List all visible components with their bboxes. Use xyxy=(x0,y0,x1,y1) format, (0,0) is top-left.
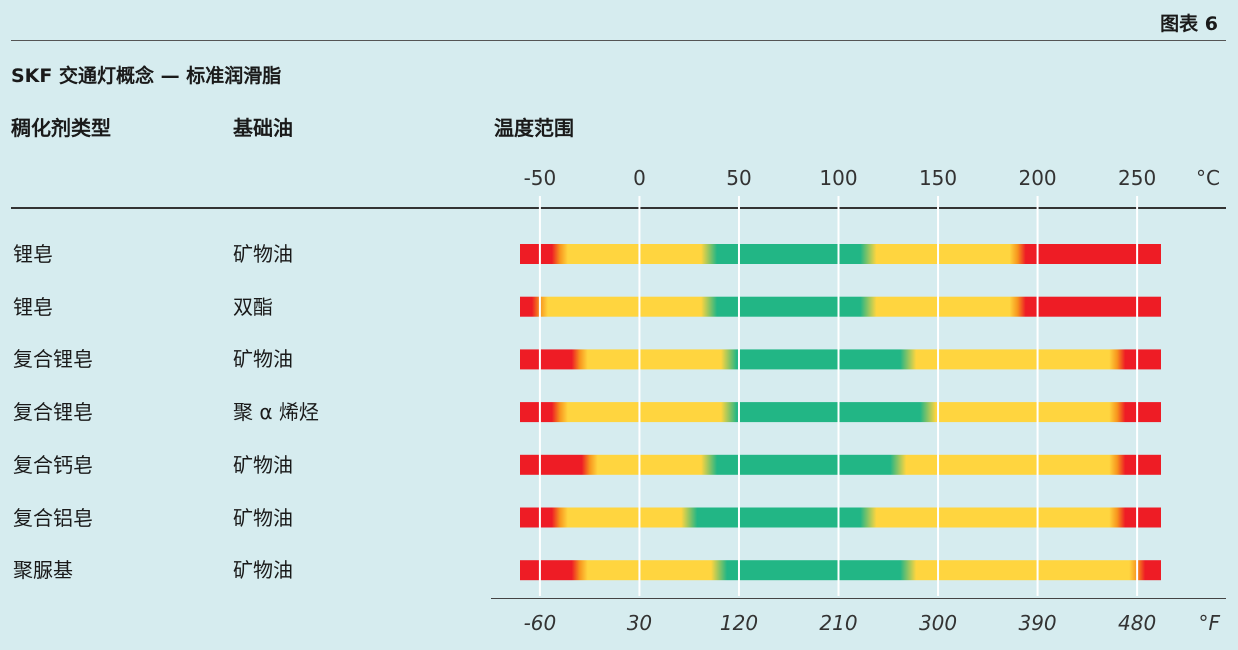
row-base-oil: 矿物油 xyxy=(233,452,293,477)
row-thickener: 锂皂 xyxy=(13,294,53,319)
figure-label: 图表 6 xyxy=(1160,13,1218,35)
fahrenheit-tick-label: 210 xyxy=(819,611,857,635)
row-thickener: 复合锂皂 xyxy=(13,347,93,372)
row-thickener: 锂皂 xyxy=(13,242,53,266)
row-base-oil: 聚 α 烯烃 xyxy=(233,400,319,425)
header-temperature: 温度范围 xyxy=(494,116,574,140)
row-thickener: 复合锂皂 xyxy=(13,400,93,425)
celsius-tick-label: 250 xyxy=(1118,166,1156,190)
fahrenheit-unit-label: °F xyxy=(1198,611,1220,635)
chart-title: SKF 交通灯概念 — 标准润滑脂 xyxy=(11,65,282,87)
fahrenheit-axis-rule xyxy=(491,598,1226,599)
fahrenheit-tick-label: 390 xyxy=(1018,611,1056,635)
row-base-oil: 矿物油 xyxy=(233,242,293,266)
row-thickener: 复合钙皂 xyxy=(13,452,93,477)
row-base-oil: 矿物油 xyxy=(233,347,293,372)
header-thickener: 稠化剂类型 xyxy=(11,116,111,140)
fahrenheit-tick-label: 300 xyxy=(919,611,957,635)
row-base-oil: 矿物油 xyxy=(233,505,293,530)
row-base-oil: 双酯 xyxy=(233,294,273,319)
celsius-tick-label: 200 xyxy=(1018,166,1056,190)
temperature-bar xyxy=(520,402,1161,423)
header-rule xyxy=(11,207,1226,209)
fahrenheit-tick-label: 120 xyxy=(720,611,758,635)
top-rule xyxy=(11,40,1226,41)
fahrenheit-tick-label: 480 xyxy=(1118,611,1156,635)
temperature-bar xyxy=(520,560,1161,581)
fahrenheit-tick-label: 30 xyxy=(627,611,652,635)
header-base-oil: 基础油 xyxy=(233,116,293,140)
temperature-bar xyxy=(520,349,1161,370)
row-thickener: 聚脲基 xyxy=(13,558,73,583)
celsius-tick-label: 150 xyxy=(919,166,957,190)
temperature-bar xyxy=(520,507,1161,528)
celsius-tick-label: 0 xyxy=(633,166,646,190)
celsius-tick-label: 50 xyxy=(726,166,751,190)
temperature-bar xyxy=(520,296,1161,317)
temperature-bar xyxy=(520,454,1161,475)
celsius-tick-label: 100 xyxy=(819,166,857,190)
row-thickener: 复合铝皂 xyxy=(13,505,93,530)
fahrenheit-tick-label: -60 xyxy=(524,611,557,635)
row-base-oil: 矿物油 xyxy=(233,558,293,583)
celsius-tick-label: -50 xyxy=(524,166,557,190)
celsius-unit-label: °C xyxy=(1196,166,1220,190)
temperature-bar xyxy=(520,244,1161,264)
